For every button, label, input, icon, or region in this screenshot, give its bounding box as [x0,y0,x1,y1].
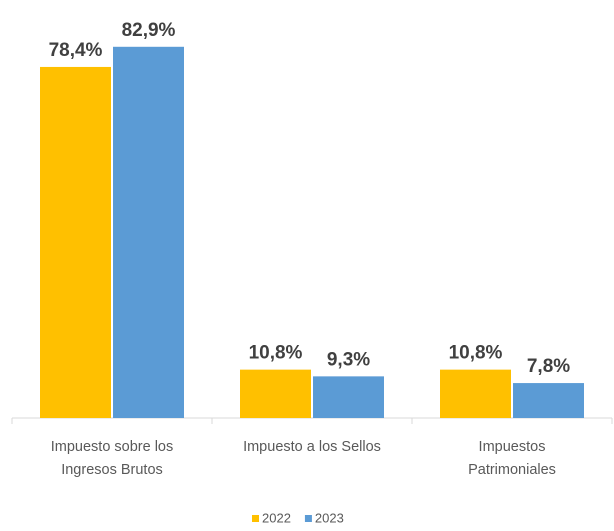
data-label: 10,8% [249,343,303,364]
bar [240,369,311,418]
legend-swatch [252,515,259,522]
legend-label: 2023 [315,510,344,525]
bar [440,369,511,418]
data-label: 7,8% [527,356,570,377]
bar [40,66,111,418]
x-tick-label: Impuesto sobre los Ingresos Brutos [50,439,174,478]
x-tick-label: Impuestos Patrimoniales [468,439,556,478]
data-label: 82,9% [122,20,176,41]
bar [313,376,384,418]
x-tick-label: Impuesto a los Sellos [243,439,381,455]
bar [513,383,584,418]
legend-swatch [304,515,312,522]
data-label: 9,3% [327,349,370,370]
data-label: 78,4% [49,40,103,61]
data-label: 10,8% [449,343,503,364]
legend-label: 2022 [262,510,291,525]
bar [113,46,184,418]
